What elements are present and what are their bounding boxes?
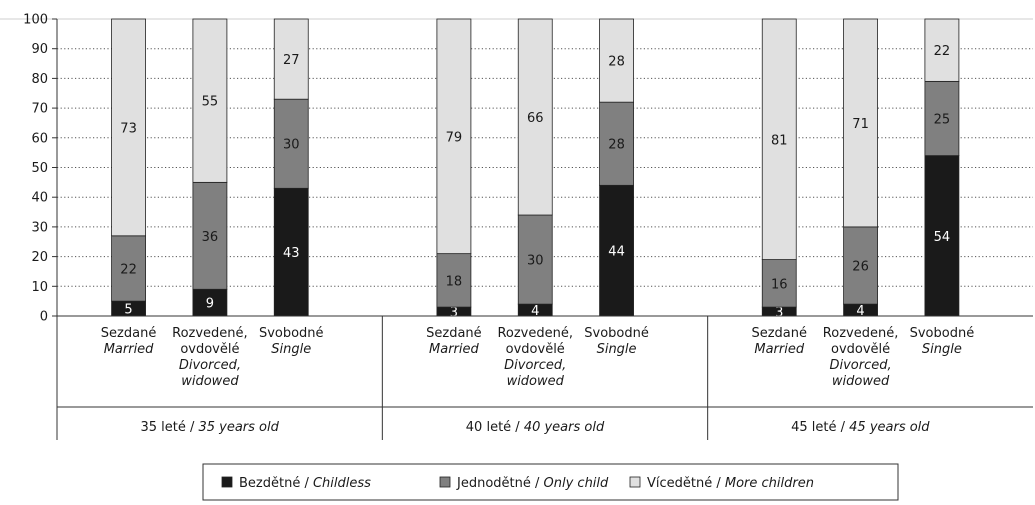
y-tick-label: 80 bbox=[31, 72, 48, 87]
category-label-cz: Rozvedené, bbox=[172, 326, 248, 341]
category-label-en: Married bbox=[429, 342, 479, 357]
bar-segment bbox=[761, 18, 797, 260]
bar-segment bbox=[761, 259, 797, 308]
data-label: 81 bbox=[771, 133, 788, 148]
y-tick-label: 10 bbox=[31, 280, 48, 295]
category-label-cz: Svobodné bbox=[584, 326, 649, 341]
bar-segment bbox=[843, 18, 878, 228]
bar-segment bbox=[273, 18, 309, 100]
bar-segment bbox=[924, 155, 960, 317]
bar-segment bbox=[599, 101, 634, 186]
data-label: 3 bbox=[450, 306, 458, 321]
data-label: 3 bbox=[775, 306, 783, 321]
data-label: 28 bbox=[608, 138, 625, 153]
category-label-cz: Sezdané bbox=[426, 326, 482, 341]
data-label: 18 bbox=[446, 274, 463, 289]
legend-entry: Jednodětné / Only child bbox=[456, 476, 609, 491]
data-label: 79 bbox=[446, 130, 463, 145]
data-label: 71 bbox=[852, 117, 869, 132]
y-tick-label: 50 bbox=[31, 161, 48, 176]
category-label-cz: ovdovělé bbox=[180, 342, 239, 357]
bar-segment bbox=[599, 184, 634, 317]
legend-box bbox=[202, 463, 899, 501]
category-label-cz: ovdovělé bbox=[831, 342, 890, 357]
category-label-en: Divorced, bbox=[504, 358, 566, 373]
data-label: 43 bbox=[283, 246, 300, 261]
y-tick-label: 30 bbox=[31, 220, 48, 235]
data-label: 25 bbox=[934, 112, 951, 127]
legend-swatch bbox=[439, 476, 451, 488]
y-tick-label: 60 bbox=[31, 131, 48, 146]
data-label: 44 bbox=[608, 245, 625, 260]
bar-segment bbox=[192, 181, 228, 290]
bar-segment bbox=[924, 18, 960, 82]
data-label: 26 bbox=[852, 260, 869, 275]
category-label-en: Divorced, bbox=[179, 358, 241, 373]
category-label-en: Married bbox=[104, 342, 154, 357]
category-label-en: widowed bbox=[832, 374, 890, 389]
data-label: 16 bbox=[771, 277, 788, 292]
data-label: 36 bbox=[202, 230, 219, 245]
legend-entry: Vícedětné / More children bbox=[647, 476, 814, 491]
category-label-cz: Svobodné bbox=[910, 326, 975, 341]
data-label: 4 bbox=[531, 304, 539, 319]
category-label-cz: Sezdané bbox=[751, 326, 807, 341]
category-label-cz: Rozvedené, bbox=[497, 326, 573, 341]
y-tick-label: 100 bbox=[23, 13, 48, 28]
group-label: 40 leté / 40 years old bbox=[466, 420, 605, 435]
y-tick-label: 90 bbox=[31, 42, 48, 57]
category-label-en: Single bbox=[922, 342, 962, 357]
y-tick-label: 20 bbox=[31, 250, 48, 265]
bar-segment bbox=[517, 214, 553, 305]
data-label: 9 bbox=[206, 297, 214, 312]
data-label: 22 bbox=[120, 262, 137, 277]
bar-segment bbox=[273, 98, 309, 189]
bar-segment bbox=[599, 18, 634, 103]
data-label: 28 bbox=[608, 55, 625, 70]
y-tick-label: 40 bbox=[31, 191, 48, 206]
data-label: 4 bbox=[856, 304, 864, 319]
legend: Bezdětné / Childless Jednodětné / Only ch… bbox=[202, 463, 899, 501]
bar-segment bbox=[924, 80, 960, 157]
data-label: 54 bbox=[934, 230, 951, 245]
category-label-en: Single bbox=[597, 342, 637, 357]
data-label: 73 bbox=[120, 121, 137, 136]
data-label: 27 bbox=[283, 53, 300, 68]
group-label: 45 leté / 45 years old bbox=[791, 420, 930, 435]
data-label: 5 bbox=[124, 303, 132, 318]
data-label: 66 bbox=[527, 111, 544, 126]
group-label: 35 leté / 35 years old bbox=[140, 420, 279, 435]
bar-segment bbox=[436, 18, 472, 255]
bar-segment bbox=[436, 253, 472, 308]
bar-segment bbox=[192, 18, 228, 183]
y-tick-label: 70 bbox=[31, 102, 48, 117]
bar-segment bbox=[111, 18, 146, 237]
category-label-en: widowed bbox=[181, 374, 239, 389]
category-label-cz: ovdovělé bbox=[506, 342, 565, 357]
data-label: 55 bbox=[202, 95, 219, 110]
category-label-cz: Sezdané bbox=[101, 326, 157, 341]
category-label-en: widowed bbox=[507, 374, 565, 389]
legend-entry: Bezdětné / Childless bbox=[239, 476, 371, 491]
category-label-en: Single bbox=[271, 342, 311, 357]
y-tick-label: 0 bbox=[40, 310, 48, 325]
data-label: 30 bbox=[283, 138, 300, 153]
bar-segment bbox=[192, 288, 228, 317]
category-label-cz: Rozvedené, bbox=[823, 326, 899, 341]
category-label-en: Married bbox=[754, 342, 804, 357]
data-label: 30 bbox=[527, 254, 544, 269]
legend-swatch bbox=[221, 476, 233, 488]
category-label-cz: Svobodné bbox=[259, 326, 324, 341]
bar-segment bbox=[517, 18, 553, 216]
category-label-en: Divorced, bbox=[829, 358, 891, 373]
legend-swatch bbox=[629, 476, 641, 488]
data-label: 22 bbox=[934, 44, 951, 59]
